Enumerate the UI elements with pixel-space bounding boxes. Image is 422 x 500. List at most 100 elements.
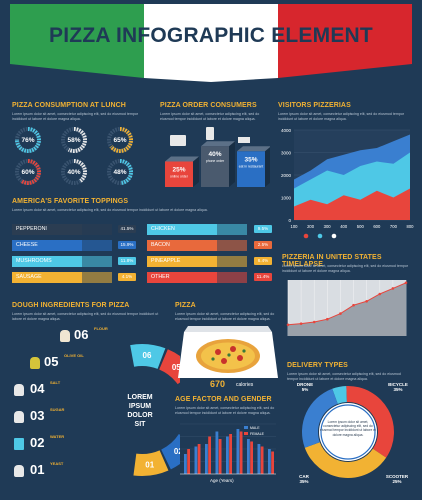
delivery-donut	[302, 386, 394, 478]
topping-bar: MUSHROOMS	[12, 256, 82, 267]
age-bar	[239, 431, 243, 474]
age-bar	[247, 439, 250, 474]
phone-icon	[206, 127, 214, 140]
age-legend: MALE FEMALE	[244, 425, 264, 437]
ingredient-number: 05	[44, 354, 59, 369]
age-bar	[184, 454, 187, 474]
topping-bar-extension	[217, 272, 247, 283]
donut-inner-ring	[320, 404, 376, 460]
bar-top	[237, 146, 270, 152]
scooter-value: 25%	[392, 479, 402, 484]
olive-oil-icon	[30, 357, 40, 369]
timelapse-point	[326, 317, 329, 321]
age-chart	[180, 423, 276, 475]
topping-value: 6.4%	[254, 257, 272, 265]
pizza-title: PIZZA	[175, 302, 196, 309]
age-bar	[197, 444, 201, 474]
arc-segment	[161, 434, 180, 470]
topping-bar: PINEAPPLE	[147, 256, 217, 267]
arc-segment-label: 06	[143, 351, 152, 360]
timelapse-point	[352, 303, 355, 307]
bar-side	[193, 156, 199, 187]
y-tick-label: 2000	[281, 173, 292, 178]
consumption-text: Lorem ipsum dolor sit amet, consectetur …	[12, 112, 139, 121]
topping-bar-extension	[217, 240, 247, 251]
bicycle-value: 35%	[393, 387, 403, 392]
arc-segment	[178, 384, 180, 388]
donut-slice	[346, 386, 394, 458]
toppings-chart: PEPPERONI 41.5% CHEESE 15.9% MUSHROOMS 11.8% S…	[12, 224, 272, 290]
arc-segment-label: 01	[145, 460, 154, 469]
delivery-drone: DRONE 5%	[294, 382, 316, 392]
age-title: AGE FACTOR AND GENDER	[175, 396, 272, 403]
consumers-title: PIZZA ORDER CONSUMERS	[160, 102, 257, 109]
ingredients-list: 06 FLOUR 05 OLIVE OIL 04 SALT 03 SUGAR 02 WATER 01…	[12, 324, 112, 494]
center-line-3: DOLOR	[127, 412, 153, 419]
bar-top	[165, 156, 199, 162]
area-series	[294, 188, 410, 220]
header-banner	[0, 0, 422, 82]
topping-value: 11.4%	[254, 273, 272, 281]
topping-bar: OTHER	[147, 272, 217, 283]
arc-segment	[130, 344, 166, 369]
topping-bar-extension	[217, 224, 247, 235]
bar	[165, 161, 193, 187]
age-bar	[205, 444, 208, 474]
delivery-text: Lorem ipsum dolor sit amet, consectetur …	[287, 372, 401, 381]
donut-slice	[302, 388, 338, 448]
ingredients-text: Lorem ipsum dolor sit amet, consectetur …	[12, 312, 159, 321]
topping-bar: PEPPERONI	[12, 224, 82, 235]
ingredients-arc: 060504030201	[130, 344, 180, 476]
ring-value: 48%	[113, 169, 126, 176]
bicycle-label: BICYCLE	[388, 382, 408, 387]
toppings-title: AMERICA'S FAVORITE TOPPINGS	[12, 198, 129, 205]
donut-center	[319, 403, 377, 461]
topping-bar-extension	[82, 240, 112, 251]
timelapse-point	[339, 312, 342, 315]
age-bar	[250, 441, 253, 474]
x-tick-label: 500	[357, 224, 365, 229]
bar-value: 40%	[208, 151, 221, 158]
pizza-text: Lorem ipsum dolor sit amet, consectetur …	[175, 312, 275, 321]
car-value: 35%	[299, 479, 309, 484]
topping-bar: SAUSAGE	[12, 272, 82, 283]
page-title: PIZZA INFOGRAPHIC ELEMENT	[49, 24, 373, 47]
timelapse-chart	[286, 280, 408, 336]
consumers-text: Lorem ipsum dolor sit amet, consectetur …	[160, 112, 260, 121]
x-tick-label: 300	[324, 224, 332, 229]
age-bar	[229, 434, 232, 474]
legend-male: MALE	[250, 426, 260, 430]
bar-label: phone order	[206, 159, 225, 163]
timelapse-text: Lorem ipsum dolor sit amet, consectetur …	[282, 264, 409, 273]
center-line-1: LOREM	[127, 394, 153, 401]
delivery-car: CAR 35%	[294, 474, 314, 484]
donut-slice	[332, 386, 347, 404]
ring-value: 65%	[113, 137, 126, 144]
ring-arc	[15, 127, 41, 153]
center-line-2: IPSUM	[128, 403, 152, 410]
topping-bar-extension	[82, 224, 112, 235]
x-tick-label: 800	[407, 224, 415, 229]
arc-segment	[133, 450, 169, 476]
age-bar	[215, 431, 219, 474]
timelapse-line	[287, 282, 407, 326]
bar	[201, 146, 229, 187]
legend-dot	[331, 233, 337, 239]
age-bar	[187, 449, 190, 474]
drone-label: DRONE	[296, 382, 314, 387]
age-bar	[271, 451, 274, 474]
topping-bar: CHEESE	[12, 240, 82, 251]
y-tick-label: 0	[288, 218, 291, 223]
y-tick-label: 4000	[281, 128, 292, 133]
ingredients-title: DOUGH INGREDIENTS FOR PIZZA	[12, 302, 130, 309]
ingredient-name: OLIVE OIL	[64, 353, 84, 358]
timelapse-point	[404, 281, 408, 285]
toppings-text: Lorem ipsum dolor sit amet, consectetur …	[12, 208, 208, 212]
topping-value: 4.1%	[118, 273, 136, 281]
age-bar	[194, 446, 198, 474]
ring-value: 76%	[21, 137, 34, 144]
bar-value: 25%	[172, 167, 185, 174]
ingredient-name: YEAST	[50, 461, 64, 466]
water-icon	[14, 438, 24, 450]
topping-bar: CHICKEN	[147, 224, 217, 235]
